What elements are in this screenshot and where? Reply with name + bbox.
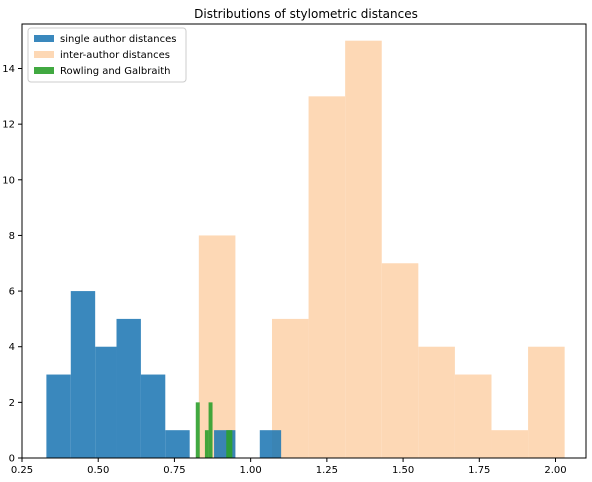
legend-box bbox=[27, 27, 187, 83]
bar-rowling-and-galbraith-2 bbox=[204, 430, 209, 458]
legend-label-inter-author-distances: inter-author distances bbox=[60, 50, 170, 61]
legend: single author distances inter-author dist… bbox=[27, 27, 187, 83]
bar-rowling-and-galbraith-0 bbox=[195, 402, 200, 458]
legend-swatch-inter-author-distances bbox=[34, 51, 54, 58]
y-tick-label: 10 bbox=[2, 175, 15, 186]
legend-swatch-rowling-and-galbraith bbox=[34, 67, 54, 74]
bar-single-author-distances-0 bbox=[46, 374, 71, 458]
bar-inter-author-distances-5 bbox=[381, 263, 419, 458]
x-tick-label: 0.25 bbox=[11, 465, 33, 476]
x-tick-label: 1.25 bbox=[316, 465, 338, 476]
legend-swatch-single-author-distances bbox=[34, 35, 54, 42]
series-single-author-distances bbox=[46, 291, 282, 458]
bar-inter-author-distances-6 bbox=[418, 346, 455, 458]
legend-label-single-author-distances: single author distances bbox=[60, 34, 177, 45]
bar-inter-author-distances-3 bbox=[308, 96, 346, 458]
x-tick-label: 0.75 bbox=[163, 465, 185, 476]
y-tick-label: 14 bbox=[2, 64, 15, 75]
legend-label-rowling-and-galbraith: Rowling and Galbraith bbox=[60, 66, 171, 77]
bar-single-author-distances-1 bbox=[70, 291, 96, 458]
bar-rowling-and-galbraith-5 bbox=[226, 430, 233, 458]
x-tick-label: 1.50 bbox=[392, 465, 414, 476]
bar-single-author-distances-5 bbox=[165, 430, 190, 458]
x-tick-label: 0.50 bbox=[87, 465, 109, 476]
y-tick-label: 2 bbox=[9, 398, 15, 409]
bar-inter-author-distances-4 bbox=[345, 40, 382, 458]
y-tick-label: 8 bbox=[9, 231, 15, 242]
x-axis: 0.25 0.50 0.75 1.00 1.25 1.50 1.75 2.00 bbox=[11, 458, 567, 476]
histogram-bars bbox=[46, 40, 565, 458]
y-axis: 0 2 4 6 8 10 12 14 bbox=[2, 64, 22, 465]
bar-inter-author-distances-0 bbox=[198, 235, 236, 458]
bar-inter-author-distances-7 bbox=[454, 374, 492, 458]
plot-frame bbox=[21, 23, 587, 459]
y-tick-label: 12 bbox=[2, 120, 15, 131]
series-rowling-and-galbraith bbox=[195, 402, 233, 458]
x-tick-label: 1.00 bbox=[240, 465, 262, 476]
bar-inter-author-distances-9 bbox=[528, 346, 565, 458]
bar-single-author-distances-9 bbox=[259, 430, 282, 458]
x-tick-label: 2.00 bbox=[544, 465, 566, 476]
bar-inter-author-distances-8 bbox=[491, 430, 529, 458]
series-inter-author-distances bbox=[198, 40, 565, 458]
x-tick-label: 1.75 bbox=[468, 465, 490, 476]
bar-single-author-distances-4 bbox=[140, 374, 166, 458]
y-tick-label: 6 bbox=[9, 287, 15, 298]
y-tick-label: 0 bbox=[9, 454, 15, 465]
bar-single-author-distances-3 bbox=[116, 318, 141, 458]
bar-rowling-and-galbraith-3 bbox=[208, 402, 213, 458]
y-tick-label: 4 bbox=[9, 342, 15, 353]
chart-title: Distributions of stylometric distances bbox=[194, 7, 418, 21]
bar-single-author-distances-2 bbox=[95, 346, 117, 458]
